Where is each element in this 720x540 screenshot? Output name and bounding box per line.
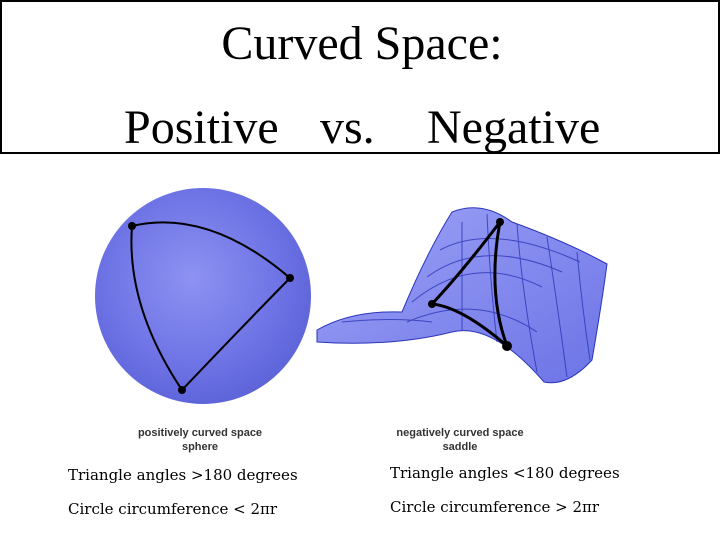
saddle-vertex-1: [496, 218, 504, 226]
title-negative: Negative: [427, 101, 601, 154]
negative-caption: negatively curved space saddle: [370, 426, 550, 454]
sphere-figure: [95, 188, 311, 404]
title-positive: Positive: [124, 101, 279, 154]
saddle-triangle: [428, 221, 509, 348]
slide-title: Curved Space:: [221, 17, 503, 70]
positive-caption: positively curved space sphere: [110, 426, 290, 454]
negative-caption-line2: saddle: [442, 441, 478, 453]
sphere-vertex-3: [178, 386, 186, 394]
positive-circle-fact: Circle circumference < 2πr: [68, 500, 278, 518]
saddle-figure: [316, 207, 608, 384]
title-box: Curved Space: Positive vs. Negative: [0, 0, 720, 154]
title-vs: vs.: [320, 101, 375, 154]
sphere-vertex-1: [128, 222, 136, 230]
saddle-grid: [341, 213, 591, 378]
saddle-vertex-2: [428, 300, 436, 308]
sphere-vertex-2: [286, 274, 294, 282]
sphere-triangle: [130, 221, 292, 392]
positive-caption-line2: sphere: [181, 441, 219, 453]
saddle-vertex-3: [502, 341, 512, 351]
negative-circle-fact: Circle circumference > 2πr: [390, 498, 600, 516]
positive-triangle-fact: Triangle angles >180 degrees: [68, 466, 298, 484]
negative-triangle-fact: Triangle angles <180 degrees: [390, 464, 620, 482]
negative-caption-line1: negatively curved space: [396, 427, 524, 439]
sphere-surface: [95, 188, 311, 404]
positive-caption-line1: positively curved space: [137, 427, 263, 439]
